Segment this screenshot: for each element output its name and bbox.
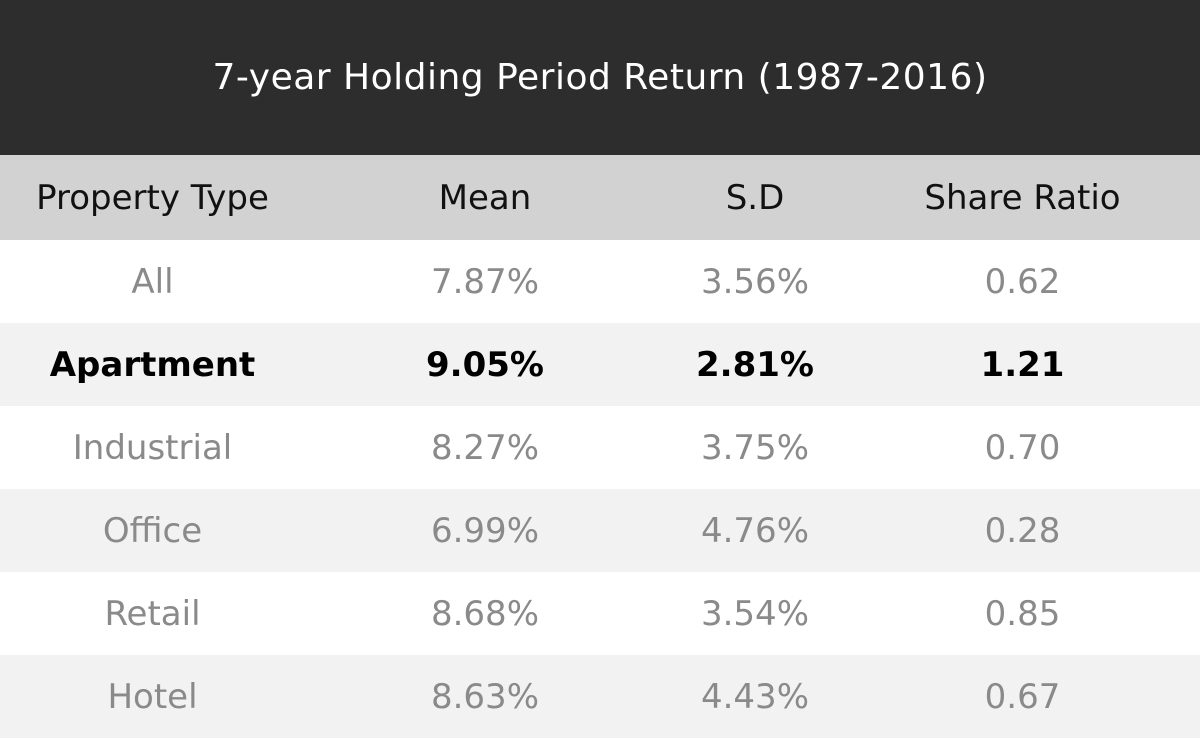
table-row: Apartment 9.05% 2.81% 1.21 (0, 323, 1200, 406)
returns-table: Property Type Mean S.D Share Ratio All 7.… (0, 155, 1200, 738)
cell-share-ratio: 0.62 (984, 261, 1061, 302)
cell-mean: 9.05% (426, 344, 544, 385)
column-header-property-type: Property Type (36, 177, 269, 218)
cell-property-type: Apartment (49, 344, 256, 385)
table-row: Retail 8.68% 3.54% 0.85 (0, 572, 1200, 655)
cell-share-ratio: 0.28 (984, 510, 1061, 551)
table-row: Office 6.99% 4.76% 0.28 (0, 489, 1200, 572)
cell-share-ratio: 0.85 (984, 593, 1061, 634)
cell-sd: 2.81% (696, 344, 814, 385)
table-header-row: Property Type Mean S.D Share Ratio (0, 155, 1200, 240)
table-row: Hotel 8.63% 4.43% 0.67 (0, 655, 1200, 738)
cell-mean: 8.63% (430, 676, 539, 717)
table-row: All 7.87% 3.56% 0.62 (0, 240, 1200, 323)
table-row: Industrial 8.27% 3.75% 0.70 (0, 406, 1200, 489)
column-header-sd: S.D (725, 177, 785, 218)
cell-mean: 6.99% (430, 510, 539, 551)
cell-share-ratio: 0.70 (984, 427, 1061, 468)
cell-mean: 8.68% (430, 593, 539, 634)
cell-sd: 3.75% (700, 427, 809, 468)
cell-sd: 3.54% (700, 593, 809, 634)
cell-sd: 4.43% (700, 676, 809, 717)
cell-property-type: Retail (104, 593, 201, 634)
table-body: All 7.87% 3.56% 0.62 Apartment 9.05% 2.81% 1.21… (0, 240, 1200, 738)
cell-property-type: Office (102, 510, 203, 551)
cell-sd: 3.56% (700, 261, 809, 302)
column-header-mean: Mean (438, 177, 532, 218)
cell-property-type: Hotel (107, 676, 198, 717)
column-header-share-ratio: Share Ratio (924, 177, 1121, 218)
cell-property-type: All (131, 261, 174, 302)
cell-share-ratio: 1.21 (980, 344, 1065, 385)
cell-property-type: Industrial (72, 427, 233, 468)
cell-share-ratio: 0.67 (984, 676, 1061, 717)
cell-mean: 7.87% (430, 261, 539, 302)
cell-mean: 8.27% (430, 427, 539, 468)
cell-sd: 4.76% (700, 510, 809, 551)
table-title: 7-year Holding Period Return (1987-2016) (212, 57, 988, 98)
table-title-bar: 7-year Holding Period Return (1987-2016) (0, 0, 1200, 155)
